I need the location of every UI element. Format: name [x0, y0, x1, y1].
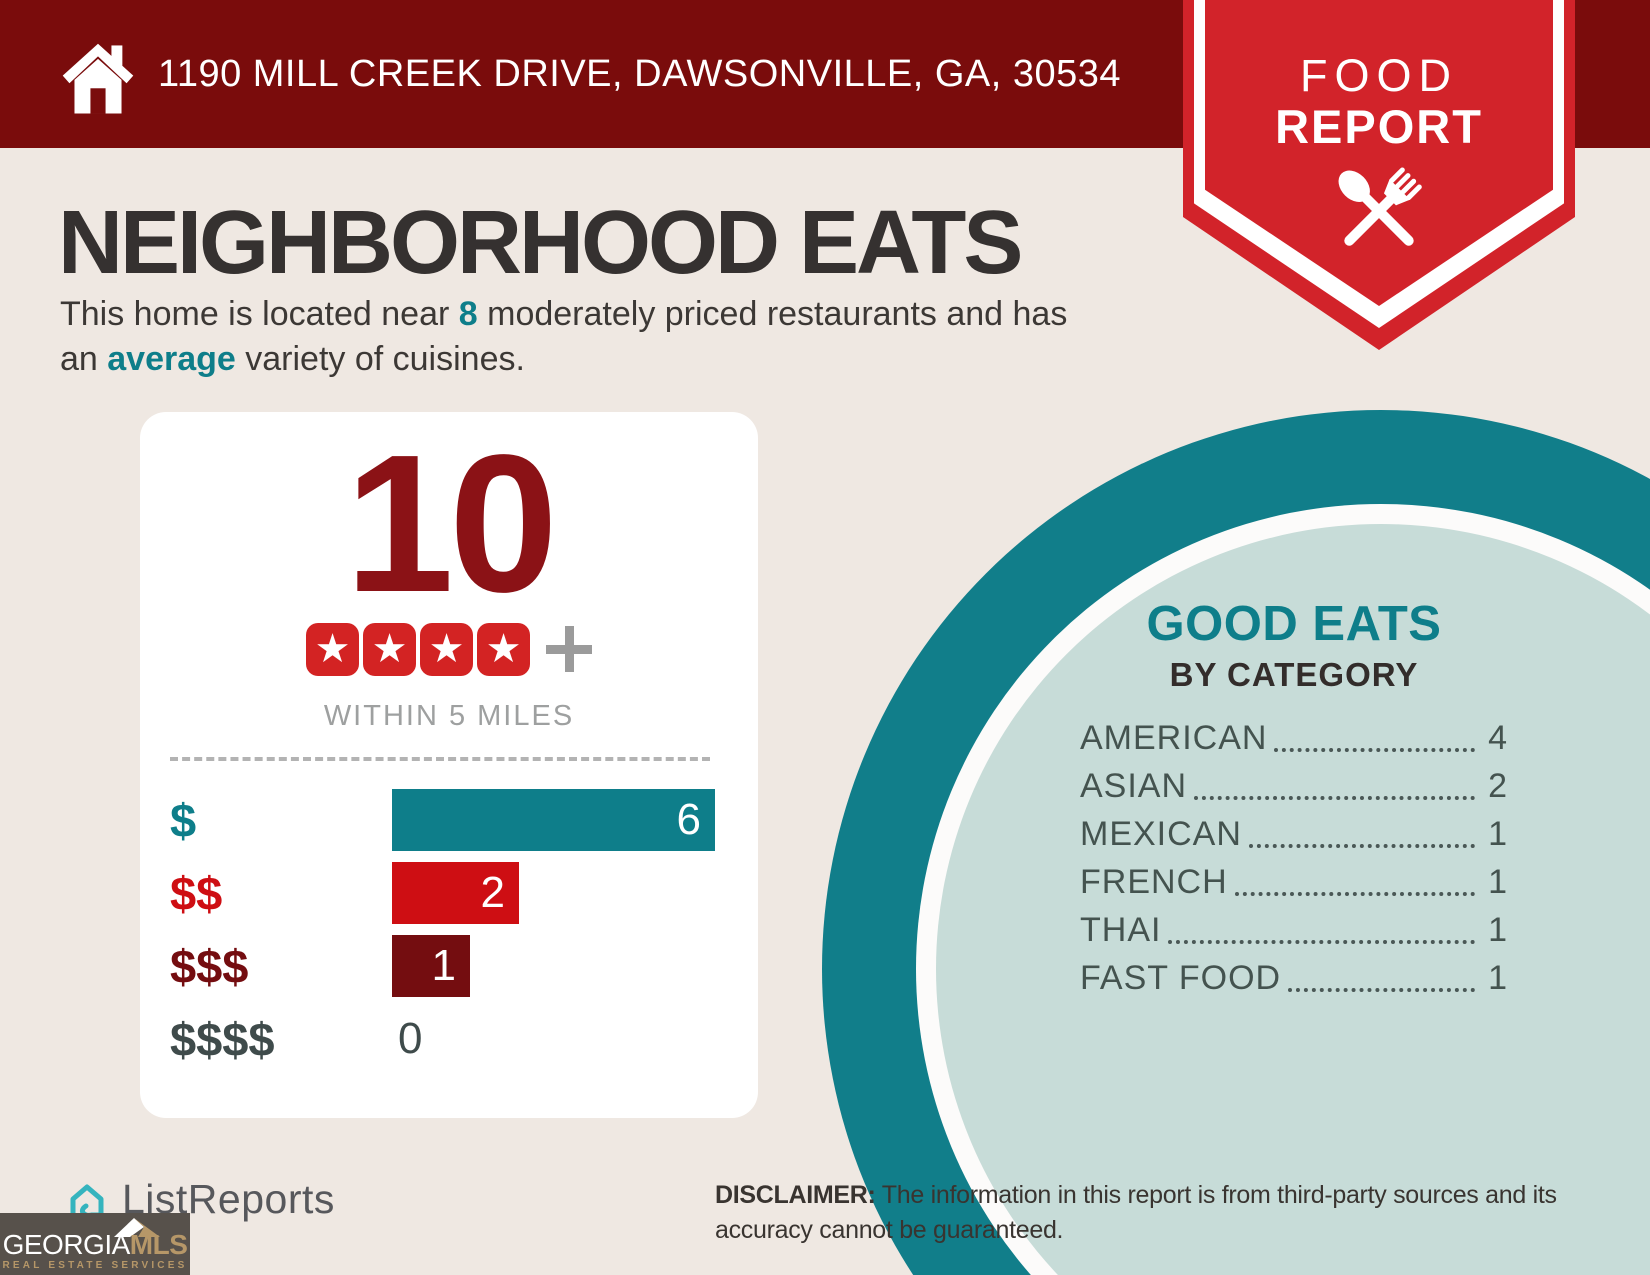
georgiamls-wordmark: GEORGIAMLS — [2, 1229, 188, 1260]
rating-card: 10 ★ ★ ★ ★ WITHIN 5 MILES $6 $$ 2 $$$ 1 $$$$ 0 — [140, 412, 758, 1118]
dotted-leader — [1248, 844, 1475, 848]
category-label: ASIAN — [1080, 767, 1188, 805]
subtitle-text-post: variety of cuisines. — [235, 340, 525, 378]
page-title: NEIGHBORHOOD EATS — [58, 193, 1023, 293]
star-icon: ★ — [306, 622, 359, 676]
price-tier-bar: 2 — [392, 862, 519, 924]
dotted-leader — [1168, 940, 1475, 944]
category-count: 4 — [1488, 719, 1508, 757]
star-icon: ★ — [420, 622, 473, 676]
food-report-badge: FOOD REPORT — [1183, 0, 1575, 350]
georgiamls-tagline: REAL ESTATE SERVICES — [2, 1260, 188, 1271]
category-label: FAST FOOD — [1080, 959, 1282, 997]
star-icon: ★ — [363, 622, 416, 676]
badge-title-line2: REPORT — [1275, 100, 1483, 153]
category-label: MEXICAN — [1080, 815, 1242, 853]
spoon-fork-icon — [1338, 167, 1422, 246]
category-row: MEXICAN 1 — [1080, 815, 1508, 854]
price-tier-label: $ — [170, 793, 197, 847]
good-eats-title: GOOD EATS — [1146, 597, 1442, 651]
subtitle-text: This home is located near — [60, 295, 459, 333]
category-label: AMERICAN — [1080, 719, 1268, 757]
price-tier-chart: $6 $$ 2 $$$ 1 $$$$ 0 — [140, 789, 758, 1070]
dotted-leader — [1194, 796, 1475, 800]
good-eats-panel: GOOD EATS BY CATEGORY AMERICAN 4 ASIAN 2 MEX… — [1080, 596, 1508, 1012]
price-tier-row: $$$ 1 — [140, 935, 758, 997]
price-tier-row: $$$$ 0 — [140, 1008, 758, 1070]
category-row: AMERICAN 4 — [1080, 719, 1508, 758]
category-label: FRENCH — [1080, 863, 1228, 901]
variety-highlight: average — [107, 340, 236, 378]
restaurant-count: 10 — [344, 414, 558, 633]
category-count: 2 — [1488, 767, 1508, 805]
badge-title-line1: FOOD — [1300, 50, 1458, 101]
price-tier-zero-value: 0 — [398, 1014, 423, 1063]
price-tier-label: $$ — [170, 866, 223, 920]
category-row: FRENCH 1 — [1080, 863, 1508, 902]
category-list: AMERICAN 4 ASIAN 2 MEXICAN 1 FRENCH 1 THAI 1 FAST … — [1080, 719, 1508, 998]
category-label: THAI — [1080, 911, 1162, 949]
restaurant-count-highlight: 8 — [458, 295, 478, 333]
property-address: 1190 MILL CREEK DRIVE, DAWSONVILLE, GA, … — [158, 52, 1122, 95]
category-row: ASIAN 2 — [1080, 767, 1508, 806]
dotted-leader — [1234, 892, 1475, 896]
disclaimer-line2: accuracy cannot be guaranteed. — [715, 1216, 1064, 1244]
within-miles-label: WITHIN 5 MILES — [323, 700, 575, 732]
mountain-icon — [114, 1218, 160, 1237]
price-tier-row: $6 — [140, 789, 758, 851]
dotted-leader — [1288, 988, 1475, 992]
category-count: 1 — [1488, 911, 1508, 949]
star-icon: ★ — [477, 622, 530, 676]
price-tier-bar: 1 — [392, 935, 470, 997]
subtitle-text-mid: moderately priced restaurants and has an — [60, 295, 1068, 378]
category-count: 1 — [1488, 959, 1508, 997]
disclaimer-line1: DISCLAIMER: The information in this repo… — [715, 1181, 1557, 1209]
page-subtitle: This home is located near 8 moderately p… — [60, 292, 1070, 382]
good-eats-subtitle: BY CATEGORY — [1169, 656, 1419, 693]
category-count: 1 — [1488, 815, 1508, 853]
dashed-divider — [170, 757, 710, 761]
house-icon — [62, 43, 134, 114]
category-row: FAST FOOD 1 — [1080, 959, 1508, 998]
plus-icon — [546, 626, 592, 672]
dotted-leader — [1274, 748, 1475, 752]
disclaimer-label: DISCLAIMER: — [715, 1181, 876, 1209]
price-tier-label: $$$ — [170, 939, 249, 993]
price-tier-bar: 6 — [392, 789, 715, 851]
price-tier-label: $$$$ — [170, 1012, 275, 1066]
category-count: 1 — [1488, 863, 1508, 901]
price-tier-row: $$ 2 — [140, 862, 758, 924]
category-row: THAI 1 — [1080, 911, 1508, 950]
star-rating: ★ ★ ★ ★ — [140, 622, 758, 676]
georgiamls-logo: GEORGIAMLS REAL ESTATE SERVICES — [0, 1213, 190, 1275]
disclaimer: DISCLAIMER: The information in this repo… — [715, 1178, 1557, 1248]
